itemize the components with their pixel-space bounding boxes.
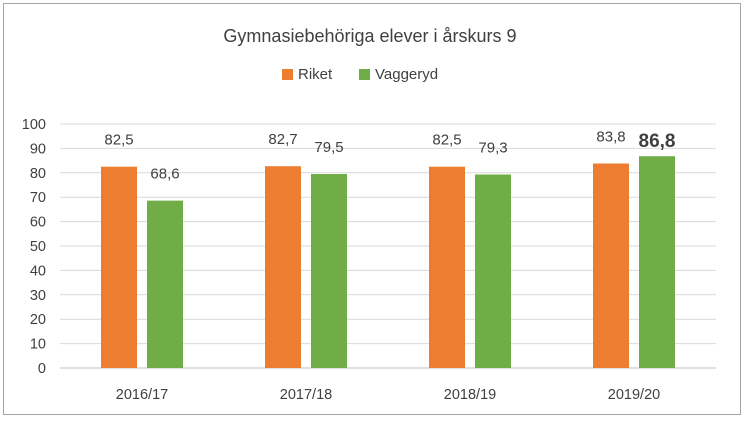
legend-label: Riket	[298, 66, 333, 83]
bar-vaggeryd-2017-18	[311, 174, 347, 368]
y-tick-label: 0	[38, 361, 46, 377]
data-label: 82,5	[432, 132, 461, 149]
bar-vaggeryd-2018-19	[475, 174, 511, 368]
y-tick-label: 40	[30, 263, 46, 279]
y-tick-label: 60	[30, 215, 46, 231]
y-axis: 0 10 20 30 40 50 60 70 80 90 100	[22, 117, 46, 377]
x-tick-label: 2017/18	[280, 387, 332, 403]
bar-riket-2018-19	[429, 166, 465, 368]
bar-riket-2019-20	[593, 163, 629, 368]
x-axis: 2016/17 2017/18 2018/19 2019/20	[116, 387, 660, 403]
x-tick-label: 2018/19	[444, 387, 496, 403]
bar-vaggeryd-2019-20	[639, 156, 675, 368]
bar-riket-2017-18	[265, 166, 301, 368]
data-label: 68,6	[150, 166, 179, 183]
x-tick-label: 2019/20	[608, 387, 660, 403]
data-label: 82,5	[104, 132, 133, 149]
data-label: 79,5	[314, 139, 343, 156]
y-tick-label: 90	[30, 141, 46, 157]
y-tick-label: 100	[22, 117, 46, 133]
bars	[101, 156, 675, 368]
legend: Riket Vaggeryd	[282, 66, 438, 83]
chart-title: Gymnasiebehöriga elever i årskurs 9	[223, 26, 516, 46]
data-label: 83,8	[596, 129, 625, 146]
data-label: 86,8	[639, 131, 676, 152]
y-tick-label: 10	[30, 337, 46, 353]
legend-swatch	[282, 69, 293, 80]
legend-label: Vaggeryd	[375, 66, 438, 83]
bar-riket-2016-17	[101, 166, 137, 368]
x-tick-label: 2016/17	[116, 387, 168, 403]
data-label: 82,7	[268, 131, 297, 148]
y-tick-label: 30	[30, 288, 46, 304]
data-labels: 82,5 68,6 82,7 79,5 82,5 79,3 83,8 86,8	[104, 129, 675, 183]
y-tick-label: 50	[30, 239, 46, 255]
bar-vaggeryd-2016-17	[147, 200, 183, 368]
data-label: 79,3	[478, 140, 507, 157]
y-tick-label: 80	[30, 166, 46, 182]
legend-swatch	[359, 69, 370, 80]
y-tick-label: 20	[30, 312, 46, 328]
y-tick-label: 70	[30, 190, 46, 206]
